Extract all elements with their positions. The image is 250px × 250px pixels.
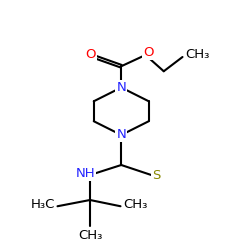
Text: S: S [152, 169, 160, 182]
Text: O: O [85, 48, 96, 62]
Text: O: O [143, 46, 154, 60]
Text: CH₃: CH₃ [186, 48, 210, 61]
Text: H₃C: H₃C [30, 198, 55, 211]
Text: NH: NH [76, 167, 95, 180]
Text: N: N [116, 128, 126, 141]
Text: CH₃: CH₃ [78, 229, 102, 242]
Text: N: N [116, 81, 126, 94]
Text: CH₃: CH₃ [123, 198, 148, 211]
